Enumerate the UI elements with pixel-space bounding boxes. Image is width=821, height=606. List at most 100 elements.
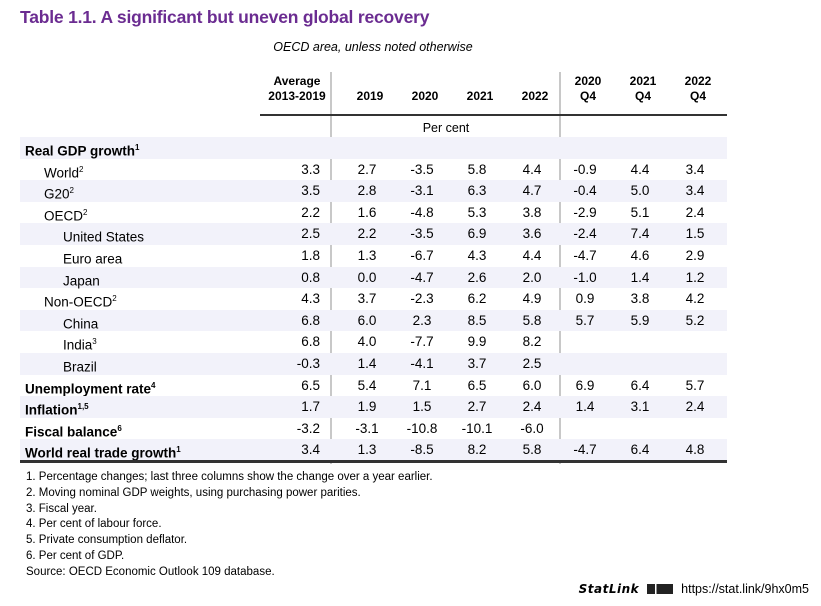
cell-value: 2.4 (685, 204, 705, 220)
cell-value: 4.4 (522, 161, 542, 177)
cell-value: 1.4 (575, 399, 595, 415)
row-label: World2 (44, 159, 83, 184)
footnote: 1. Percentage changes; last three column… (26, 471, 433, 483)
cell-value: -3.1 (410, 183, 434, 199)
cell-value: 3.4 (685, 183, 705, 199)
cell-value: 4.4 (630, 161, 650, 177)
column-header-text: 2019 (356, 89, 384, 103)
column-header-text: 2022 Q4 (684, 74, 712, 103)
cell-value: 2.5 (301, 226, 320, 242)
cell-value: -2.3 (410, 291, 434, 307)
table-row: Fiscal balance6 -3.2 -3.1 -10.8 -10.1 -6.0 (20, 418, 727, 440)
cell-value: -4.7 (573, 247, 597, 263)
cell-value: 3.3 (301, 161, 320, 177)
row-label: India3 (63, 331, 97, 356)
cell-value: -7.7 (410, 334, 434, 350)
cell-value: -0.4 (573, 183, 597, 199)
table-row: United States 2.5 2.2 -3.5 6.9 3.6 -2.4 7.4 1.5 (20, 223, 727, 245)
footnote-ref: 4 (151, 380, 156, 390)
footnote-ref: 1 (135, 143, 140, 152)
row-label-text: Fiscal balance (25, 424, 118, 440)
row-label-text: United States (63, 229, 145, 245)
footnote: 4. Per cent of labour force. (26, 518, 162, 531)
column-header-text: 2022 (521, 89, 549, 103)
statlink-logo-icon (647, 584, 674, 594)
cell-value: 3.7 (467, 355, 487, 371)
cell-value: -3.5 (410, 226, 434, 242)
column-header: 2020 (385, 72, 465, 104)
table-bottom-rule (20, 460, 727, 463)
cell-value: 2.2 (357, 226, 377, 242)
row-label: World real trade growth1 (25, 439, 181, 464)
cell-value: 3.1 (630, 399, 650, 415)
cell-value: 8.2 (522, 334, 542, 350)
cell-value: 6.9 (467, 226, 487, 242)
row-label: Fiscal balance6 (25, 418, 122, 443)
table-row: India3 6.8 4.0 -7.7 9.9 8.2 (20, 331, 727, 353)
cell-value: 8.5 (467, 312, 487, 328)
cell-value: 0.9 (575, 291, 595, 307)
cell-value: 8.2 (467, 442, 487, 458)
row-label: Non-OECD2 (44, 288, 117, 313)
row-label-text: China (63, 316, 99, 332)
cell-value: 1.5 (685, 226, 705, 242)
cell-value: 4.8 (685, 442, 705, 458)
cell-value: 1.3 (357, 442, 377, 458)
footnote-ref: 2 (83, 207, 88, 217)
row-label: Euro area (63, 245, 122, 270)
cell-value: 4.0 (357, 334, 377, 350)
row-label-text: Japan (63, 273, 100, 289)
table-row: Unemployment rate4 6.5 5.4 7.1 6.5 6.0 6.9 6.4 5… (20, 375, 727, 397)
table-row: Real GDP growth1 (20, 137, 727, 159)
row-label: Unemployment rate4 (25, 375, 155, 400)
cell-value: -0.3 (296, 355, 320, 371)
footnote: 2. Moving nominal GDP weights, using pur… (26, 486, 361, 499)
cell-value: 5.8 (522, 442, 542, 458)
footnote-ref: 2 (69, 186, 74, 196)
table-row: China 6.8 6.0 2.3 8.5 5.8 5.7 5.9 5.2 (20, 309, 727, 332)
cell-value: 1.9 (357, 399, 377, 415)
cell-value: 9.9 (467, 334, 487, 350)
cell-value: 3.8 (630, 291, 650, 307)
cell-value: 1.3 (357, 247, 377, 263)
cell-value: 2.8 (357, 183, 377, 199)
cell-value: 3.6 (522, 226, 542, 242)
row-label-text: World real trade growth (25, 445, 177, 461)
cell-value: 6.4 (630, 442, 650, 458)
unit-label: Per cent (422, 121, 470, 135)
cell-value: 2.7 (467, 399, 487, 415)
cell-value: -3.2 (296, 420, 320, 436)
cell-value: 3.5 (301, 183, 320, 199)
table-title: Table 1.1. A significant but uneven glob… (20, 7, 430, 27)
statlink: StatLink https://stat.link/9hx0m5 (579, 582, 809, 596)
cell-value: 3.8 (522, 204, 542, 220)
cell-value: 1.8 (301, 247, 320, 263)
footnote-ref: 1,5 (77, 402, 89, 412)
cell-value: 2.2 (301, 204, 320, 220)
row-label: OECD2 (44, 202, 87, 227)
cell-value: 6.3 (467, 183, 487, 199)
cell-value: 5.4 (357, 377, 377, 393)
statlink-url[interactable]: https://stat.link/9hx0m5 (681, 582, 809, 596)
table-row: Japan 0.8 0.0 -4.7 2.6 2.0 -1.0 1.4 1.2 (20, 266, 727, 289)
cell-value: 5.2 (685, 312, 705, 328)
data-table: Real GDP growth1 World2 3.3 2.7 -3.5 5.8 4.4 -0… (20, 137, 727, 461)
cell-value: -10.1 (461, 420, 493, 436)
cell-value: -6.7 (410, 247, 434, 263)
cell-value: 5.1 (630, 204, 650, 220)
row-label-text: G20 (44, 186, 70, 202)
cell-value: 2.7 (357, 161, 377, 177)
cell-value: 5.3 (467, 204, 487, 220)
cell-value: 0.8 (301, 269, 320, 285)
row-label-text: World (44, 165, 80, 181)
table-row: World2 3.3 2.7 -3.5 5.8 4.4 -0.9 4.4 3.4 (20, 159, 727, 181)
cell-value: 1.4 (357, 355, 377, 371)
column-header: 2021 Q4 (603, 72, 683, 104)
cell-value: 2.5 (522, 355, 542, 371)
cell-value: 1.4 (630, 269, 650, 285)
cell-value: -4.7 (410, 269, 434, 285)
cell-value: -3.5 (410, 161, 434, 177)
cell-value: 4.6 (630, 247, 650, 263)
cell-value: 6.0 (522, 377, 542, 393)
cell-value: -2.9 (573, 204, 597, 220)
